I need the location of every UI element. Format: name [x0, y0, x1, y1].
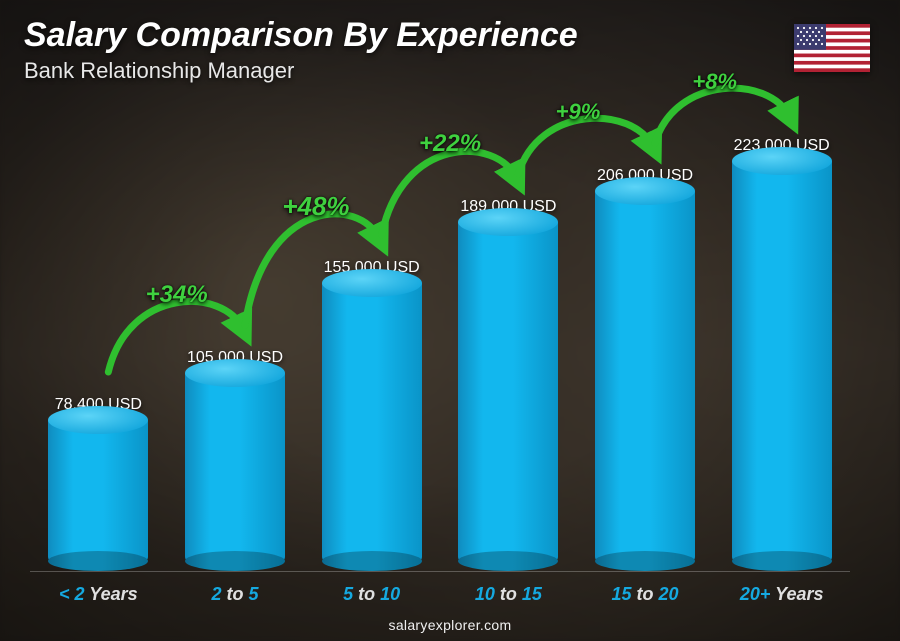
bar [595, 191, 695, 561]
x-category: < 2 Years [30, 584, 167, 605]
page-subtitle: Bank Relationship Manager [24, 58, 294, 84]
bar-chart: 78,400 USD105,000 USD155,000 USD189,000 … [30, 100, 850, 561]
bar [732, 161, 832, 561]
increase-pct-label: +48% [282, 191, 349, 222]
bars-container: 78,400 USD105,000 USD155,000 USD189,000 … [30, 100, 850, 561]
bar-col-3: 189,000 USD [440, 100, 577, 561]
increase-pct-label: +9% [556, 99, 601, 125]
increase-pct-label: +34% [146, 281, 208, 309]
bar [185, 373, 285, 561]
bar-col-5: 223,000 USD [713, 100, 850, 561]
bar [48, 420, 148, 561]
bar-col-4: 206,000 USD [577, 100, 714, 561]
bar-col-1: 105,000 USD [167, 100, 304, 561]
x-axis: < 2 Years2 to 55 to 1010 to 1515 to 2020… [30, 571, 850, 605]
x-category: 10 to 15 [440, 584, 577, 605]
bar-col-2: 155,000 USD [303, 100, 440, 561]
bar [458, 222, 558, 561]
increase-pct-label: +22% [419, 130, 481, 158]
source-attribution: salaryexplorer.com [0, 617, 900, 633]
x-category: 2 to 5 [167, 584, 304, 605]
x-category: 5 to 10 [303, 584, 440, 605]
x-category: 20+ Years [713, 584, 850, 605]
bar [322, 283, 422, 561]
us-flag-icon [794, 24, 870, 72]
bar-col-0: 78,400 USD [30, 100, 167, 561]
x-category: 15 to 20 [577, 584, 714, 605]
increase-pct-label: +8% [692, 69, 737, 95]
infographic: Salary Comparison By Experience Bank Rel… [0, 0, 900, 641]
page-title: Salary Comparison By Experience [24, 16, 578, 55]
